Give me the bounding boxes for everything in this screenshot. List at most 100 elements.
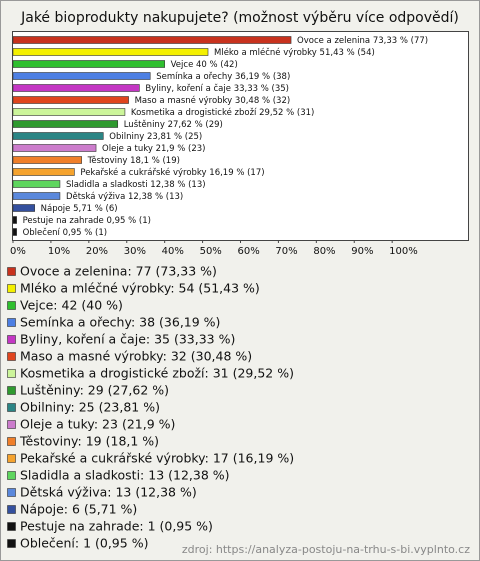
bar-label: Byliny, koření a čaje 33,33 % (35) (145, 83, 289, 94)
x-tick-label: 50% (200, 246, 222, 257)
source: zdroj: https://analyza-postoju-na-trhu-s… (182, 543, 470, 556)
category-label: Kosmetika a drogistické zboží (131, 107, 257, 118)
x-tick-label: 20% (86, 246, 108, 257)
legend-label: Vejce: 42 (40 %) (20, 298, 123, 313)
legend-swatch (7, 522, 16, 531)
category-label: Maso a masné výrobky (135, 95, 233, 106)
legend-label: Pekařské a cukrářské výrobky: 17 (16,19 … (20, 451, 294, 466)
bar (12, 192, 61, 200)
legend-swatch (7, 437, 16, 446)
value-label: 73,33 % (77) (373, 36, 428, 46)
x-tick-label: 100% (389, 246, 418, 257)
x-tick-label: 10% (48, 246, 70, 257)
x-tick-label: 40% (162, 246, 184, 257)
legend-label: Kosmetika a drogistické zboží: 31 (29,52… (20, 366, 294, 381)
category-label: Obilniny (109, 132, 144, 142)
legend-label: Nápoje: 6 (5,71 %) (20, 502, 137, 517)
bar-label: Dětská výživa 12,38 % (13) (66, 192, 183, 202)
category-label: Pestuje na zahrade (23, 216, 104, 226)
bar (12, 108, 126, 116)
bar-label: Sladidla a sladkosti 12,38 % (13) (66, 180, 206, 190)
category-label: Dětská výživa (66, 192, 125, 202)
value-label: 21,9 % (23) (156, 144, 206, 154)
bar (12, 60, 165, 68)
bar (12, 228, 17, 236)
category-label: Ovoce a zelenina (297, 36, 370, 46)
legend-label: Mléko a mléčné výrobky: 54 (51,43 %) (20, 281, 260, 296)
value-label: 5,71 % (6) (73, 204, 117, 214)
legend-swatch (7, 420, 16, 429)
legend-swatch (7, 369, 16, 378)
category-label: Byliny, koření a čaje (145, 83, 231, 94)
value-label: 27,62 % (29) (168, 120, 223, 130)
bar (12, 216, 17, 224)
bar (12, 48, 209, 56)
category-label: Oleje a tuky (102, 144, 153, 154)
x-tick-label: 0% (10, 246, 26, 257)
bar-label: Luštěniny 27,62 % (29) (124, 119, 223, 130)
bar-label: Kosmetika a drogistické zboží 29,52 % (3… (131, 107, 314, 118)
value-label: 30,48 % (32) (235, 96, 290, 106)
legend-swatch (7, 386, 16, 395)
bar (12, 132, 104, 140)
value-label: 51,43 % (54) (320, 48, 375, 58)
bar-label: Mléko a mléčné výrobky 51,43 % (54) (214, 47, 375, 58)
legend-label: Luštěniny: 29 (27,62 %) (20, 383, 169, 398)
legend-swatch (7, 488, 16, 497)
bar-label: Semínka a ořechy 36,19 % (38) (156, 72, 290, 82)
legend-swatch (7, 505, 16, 514)
bar (12, 204, 35, 212)
legend-label: Ovoce a zelenina: 77 (73,33 %) (20, 264, 217, 279)
legend-swatch (7, 335, 16, 344)
bar-label: Nápoje 5,71 % (6) (41, 204, 118, 214)
category-label: Oblečení (23, 227, 61, 238)
legend-label: Oleje a tuky: 23 (21,9 %) (20, 417, 175, 432)
chart-title: Jaké bioprodukty nakupujete? (možnost vý… (20, 10, 459, 26)
x-tick-label: 80% (313, 246, 335, 257)
value-label: 29,52 % (31) (259, 108, 314, 118)
x-tick-label: 70% (275, 246, 297, 257)
bar (12, 72, 151, 80)
value-label: 18,1 % (19) (130, 156, 180, 166)
legend-swatch (7, 454, 16, 463)
bar-label: Obilniny 23,81 % (25) (109, 132, 202, 142)
bar (12, 36, 292, 44)
legend-label: Semínka a ořechy: 38 (36,19 %) (20, 315, 220, 330)
legend-swatch (7, 301, 16, 310)
category-label: Mléko a mléčné výrobky (214, 47, 317, 58)
value-label: 16,19 % (17) (209, 168, 264, 178)
legend-label: Sladidla a sladkosti: 13 (12,38 %) (20, 468, 230, 483)
legend-label: Oblečení: 1 (0,95 %) (20, 536, 148, 551)
value-label: 33,33 % (35) (234, 84, 289, 94)
bar-label: Ovoce a zelenina 73,33 % (77) (297, 36, 428, 46)
category-label: Semínka a ořechy (156, 72, 232, 82)
legend-swatch (7, 318, 16, 327)
legend-label: Dětská výživa: 13 (12,38 %) (20, 485, 197, 500)
bar (12, 156, 82, 164)
x-tick-label: 90% (351, 246, 373, 257)
value-label: 40 % (42) (196, 60, 238, 70)
category-label: Luštěniny (124, 119, 165, 130)
bar-label: Pekařské a cukrářské výrobky 16,19 % (17… (80, 167, 264, 178)
category-label: Nápoje (41, 204, 71, 214)
value-label: 36,19 % (38) (235, 72, 290, 82)
category-label: Pekařské a cukrářské výrobky (80, 167, 206, 178)
legend-label: Maso a masné výrobky: 32 (30,48 %) (20, 349, 252, 364)
legend-swatch (7, 352, 16, 361)
legend-swatch (7, 267, 16, 276)
bar-label: Maso a masné výrobky 30,48 % (32) (135, 95, 291, 106)
legend-label: Obilniny: 25 (23,81 %) (20, 400, 160, 415)
x-tick-label: 30% (124, 246, 146, 257)
bar (12, 168, 75, 176)
legend-swatch (7, 471, 16, 480)
legend-label: Pestuje na zahrade: 1 (0,95 %) (20, 519, 213, 534)
bar (12, 96, 129, 104)
category-label: Těstoviny (87, 156, 128, 166)
bar (12, 84, 140, 92)
bar-label: Vejce 40 % (42) (171, 60, 238, 70)
bar-label: Pestuje na zahrade 0,95 % (1) (23, 216, 151, 226)
bar (12, 180, 61, 188)
x-tick-label: 60% (238, 246, 260, 257)
legend-label: Těstoviny: 19 (18,1 %) (19, 434, 159, 449)
